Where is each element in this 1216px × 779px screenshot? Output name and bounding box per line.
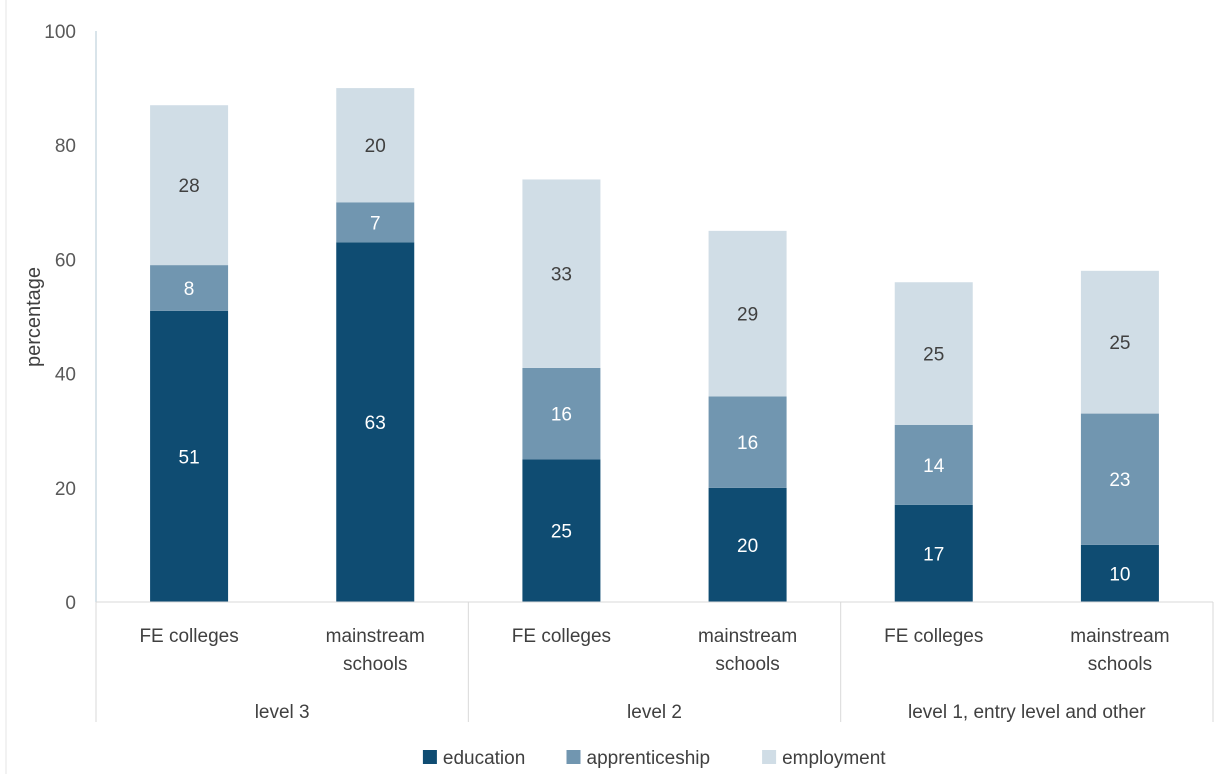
bar-segment-apprenticeship xyxy=(894,424,973,505)
bar-segment-education xyxy=(708,487,787,602)
bar-segment-employment xyxy=(336,88,415,203)
data-label-employment: 33 xyxy=(551,265,572,286)
data-label-apprenticeship: 14 xyxy=(923,456,945,477)
bar-segment-employment xyxy=(150,105,229,266)
legend-label-employment: employment xyxy=(782,748,886,769)
bar-segment-apprenticeship xyxy=(1080,413,1159,545)
y-tick-label: 40 xyxy=(55,365,76,386)
y-tick-label: 20 xyxy=(55,479,76,500)
bar-segment-apprenticeship xyxy=(150,265,229,311)
data-label-employment: 25 xyxy=(1109,333,1130,354)
data-label-employment: 20 xyxy=(365,136,386,157)
bar-segment-education xyxy=(522,459,601,602)
x-category-label: mainstream schools xyxy=(698,626,797,675)
y-axis-label: percentage xyxy=(23,267,45,367)
data-label-apprenticeship: 7 xyxy=(370,213,381,234)
y-tick-label: 80 xyxy=(55,136,76,157)
legend-swatch-employment xyxy=(762,750,777,764)
bar-segment-apprenticeship xyxy=(708,396,787,488)
legend-label-apprenticeship: apprenticeship xyxy=(587,748,711,769)
y-tick-label: 60 xyxy=(55,250,76,271)
legend-label-education: education xyxy=(443,748,525,769)
x-group-label: level 2 xyxy=(627,702,682,723)
x-category-label: FE colleges xyxy=(139,626,238,647)
bar-segment-education xyxy=(336,242,415,602)
x-group-label: level 1, entry level and other xyxy=(908,702,1146,723)
x-axis: FE colleges mainstream schools FE colleges m… xyxy=(95,601,1214,723)
bar-segment-education xyxy=(1080,544,1159,602)
data-label-education: 17 xyxy=(923,544,944,565)
data-label-education: 51 xyxy=(179,447,200,468)
data-label-employment: 28 xyxy=(179,176,200,197)
data-label-employment: 29 xyxy=(737,305,758,326)
data-label-apprenticeship: 23 xyxy=(1109,470,1130,491)
legend: education apprenticeship employment xyxy=(422,748,886,769)
x-category-label: mainstream schools xyxy=(1070,626,1169,675)
bar-segment-apprenticeship xyxy=(336,202,415,243)
data-label-education: 25 xyxy=(551,522,572,543)
data-label-education: 20 xyxy=(737,536,758,557)
bar-segment-employment xyxy=(894,282,973,425)
bar-segment-education xyxy=(894,504,973,602)
bar-segment-employment xyxy=(1080,270,1159,414)
y-tick-label: 100 xyxy=(44,22,76,43)
data-label-education: 63 xyxy=(365,413,386,434)
x-category-label: FE colleges xyxy=(884,626,983,647)
bar-segment-education xyxy=(150,310,229,602)
bar-stacks: 51 8 28 63 7 20 25 16 33 20 16 29 17 14 25 10 23 25 xyxy=(150,88,1159,602)
data-label-apprenticeship: 16 xyxy=(737,433,758,454)
bar-segment-apprenticeship xyxy=(522,367,601,460)
y-tick-label: 0 xyxy=(65,593,76,614)
y-axis-ticks: 0 20 40 60 80 100 xyxy=(44,22,97,614)
data-label-employment: 25 xyxy=(923,345,944,366)
legend-swatch-apprenticeship xyxy=(566,750,581,764)
data-label-education: 10 xyxy=(1109,564,1130,585)
x-group-label: level 3 xyxy=(255,702,310,723)
data-label-apprenticeship: 16 xyxy=(551,405,572,426)
x-category-label: FE colleges xyxy=(512,626,611,647)
legend-swatch-education xyxy=(422,750,437,764)
x-category-label: mainstream schools xyxy=(326,626,425,675)
bar-segment-employment xyxy=(708,230,787,397)
data-label-apprenticeship: 8 xyxy=(184,279,195,300)
bar-segment-employment xyxy=(522,179,601,368)
